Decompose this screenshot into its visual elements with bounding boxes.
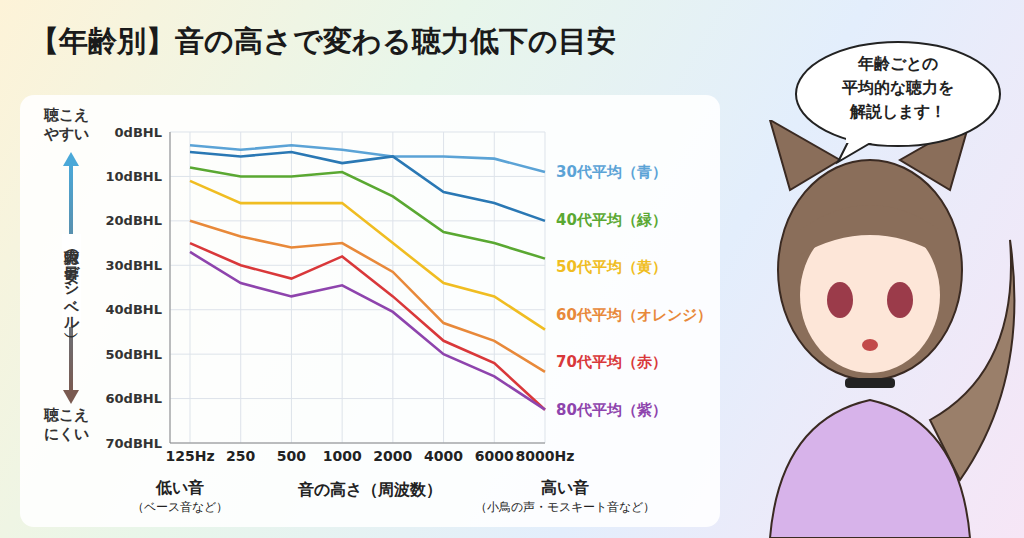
svg-text:125Hz: 125Hz [165, 448, 214, 464]
html-text:（小鳥の声・モスキート音など）: （小鳥の声・モスキート音など） [475, 500, 655, 514]
html-text:80代平均（紫）: 80代平均（紫） [556, 401, 667, 419]
svg-text:4000: 4000 [424, 448, 463, 464]
html-text:50代平均（黄）: 50代平均（黄） [556, 258, 667, 277]
svg-text:500: 500 [277, 448, 306, 464]
svg-text:8000Hz: 8000Hz [516, 448, 575, 464]
svg-text:2000: 2000 [373, 448, 412, 464]
svg-text:20dBHL: 20dBHL [106, 213, 162, 228]
html-text:聴こえ: 聴こえ [43, 406, 89, 424]
html-text:音の高さ（周波数）: 音の高さ（周波数） [298, 480, 442, 499]
html-text:30代平均（青）: 30代平均（青） [556, 163, 667, 181]
svg-text:30dBHL: 30dBHL [106, 258, 162, 273]
svg-text:0dBHL: 0dBHL [115, 125, 162, 140]
svg-text:250: 250 [226, 448, 255, 464]
html-text:【年齢別】音の高さで変わる聴力低下の目安: 【年齢別】音の高さで変わる聴力低下の目安 [30, 24, 616, 58]
html-text:40代平均（緑）: 40代平均（緑） [556, 210, 667, 229]
svg-text:50dBHL: 50dBHL [106, 347, 162, 362]
svg-text:1000: 1000 [323, 448, 362, 464]
html-text:平均的な聴力を: 平均的な聴力を [842, 78, 954, 97]
html-text:聴力の目安（デシベル）: 聴力の目安（デシベル） [62, 237, 81, 323]
html-text:にくい: にくい [43, 425, 89, 443]
html-text:70代平均（赤）: 70代平均（赤） [556, 353, 667, 372]
svg-text:70dBHL: 70dBHL [106, 436, 162, 451]
html-text:高い音: 高い音 [541, 478, 589, 497]
html-text:低い音: 低い音 [156, 478, 204, 497]
svg-text:40dBHL: 40dBHL [106, 302, 162, 317]
html-text:やすい: やすい [43, 125, 89, 143]
html-text:60代平均（オレンジ）: 60代平均（オレンジ） [556, 305, 712, 324]
svg-text:6000: 6000 [475, 448, 514, 464]
svg-text:60dBHL: 60dBHL [106, 391, 162, 406]
html-text:聴こえ: 聴こえ [43, 106, 89, 124]
svg-text:10dBHL: 10dBHL [106, 169, 162, 184]
html-text:解説します！: 解説します！ [850, 102, 946, 121]
html-text:（ベース音など）: （ベース音など） [132, 500, 228, 514]
html-text:年齢ごとの: 年齢ごとの [858, 54, 938, 73]
